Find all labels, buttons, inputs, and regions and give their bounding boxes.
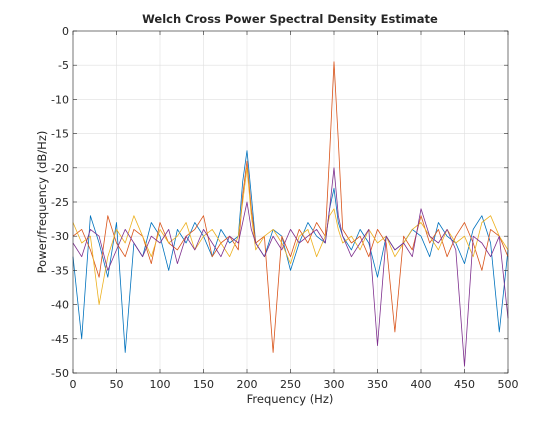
chart-title: Welch Cross Power Spectral Density Estim… bbox=[142, 12, 438, 26]
y-axis-label: Power/frequency (dB/Hz) bbox=[35, 131, 49, 274]
y-tick-label: -35 bbox=[51, 264, 69, 277]
x-tick-label: 250 bbox=[280, 378, 301, 391]
x-tick-label: 450 bbox=[454, 378, 475, 391]
y-tick-label: 0 bbox=[62, 25, 69, 38]
ticks: 0 50 100 150 200 250 300 350 400 450 500 0 -5 -10 -15 -… bbox=[51, 25, 518, 391]
y-tick-label: -15 bbox=[51, 128, 69, 141]
x-tick-label: 0 bbox=[70, 378, 77, 391]
x-axis-label: Frequency (Hz) bbox=[247, 392, 334, 406]
x-tick-label: 350 bbox=[367, 378, 388, 391]
y-tick-label: -20 bbox=[51, 162, 69, 175]
y-tick-label: -40 bbox=[51, 299, 69, 312]
x-tick-label: 100 bbox=[150, 378, 171, 391]
series-line-4 bbox=[72, 167, 509, 367]
x-tick-label: 200 bbox=[237, 378, 258, 391]
y-tick-label: -5 bbox=[58, 59, 69, 72]
x-tick-label: 50 bbox=[110, 378, 124, 391]
x-tick-label: 300 bbox=[324, 378, 345, 391]
x-tick-label: 150 bbox=[193, 378, 214, 391]
series-line-2 bbox=[72, 61, 509, 353]
x-tick-label: 500 bbox=[498, 378, 519, 391]
series-group bbox=[72, 61, 509, 367]
series-line-1 bbox=[72, 150, 509, 353]
y-tick-label: -45 bbox=[51, 333, 69, 346]
x-tick-label: 400 bbox=[411, 378, 432, 391]
y-tick-label: -25 bbox=[51, 196, 69, 209]
y-tick-label: -10 bbox=[51, 93, 69, 106]
y-tick-label: -50 bbox=[51, 367, 69, 380]
y-tick-label: -30 bbox=[51, 230, 69, 243]
